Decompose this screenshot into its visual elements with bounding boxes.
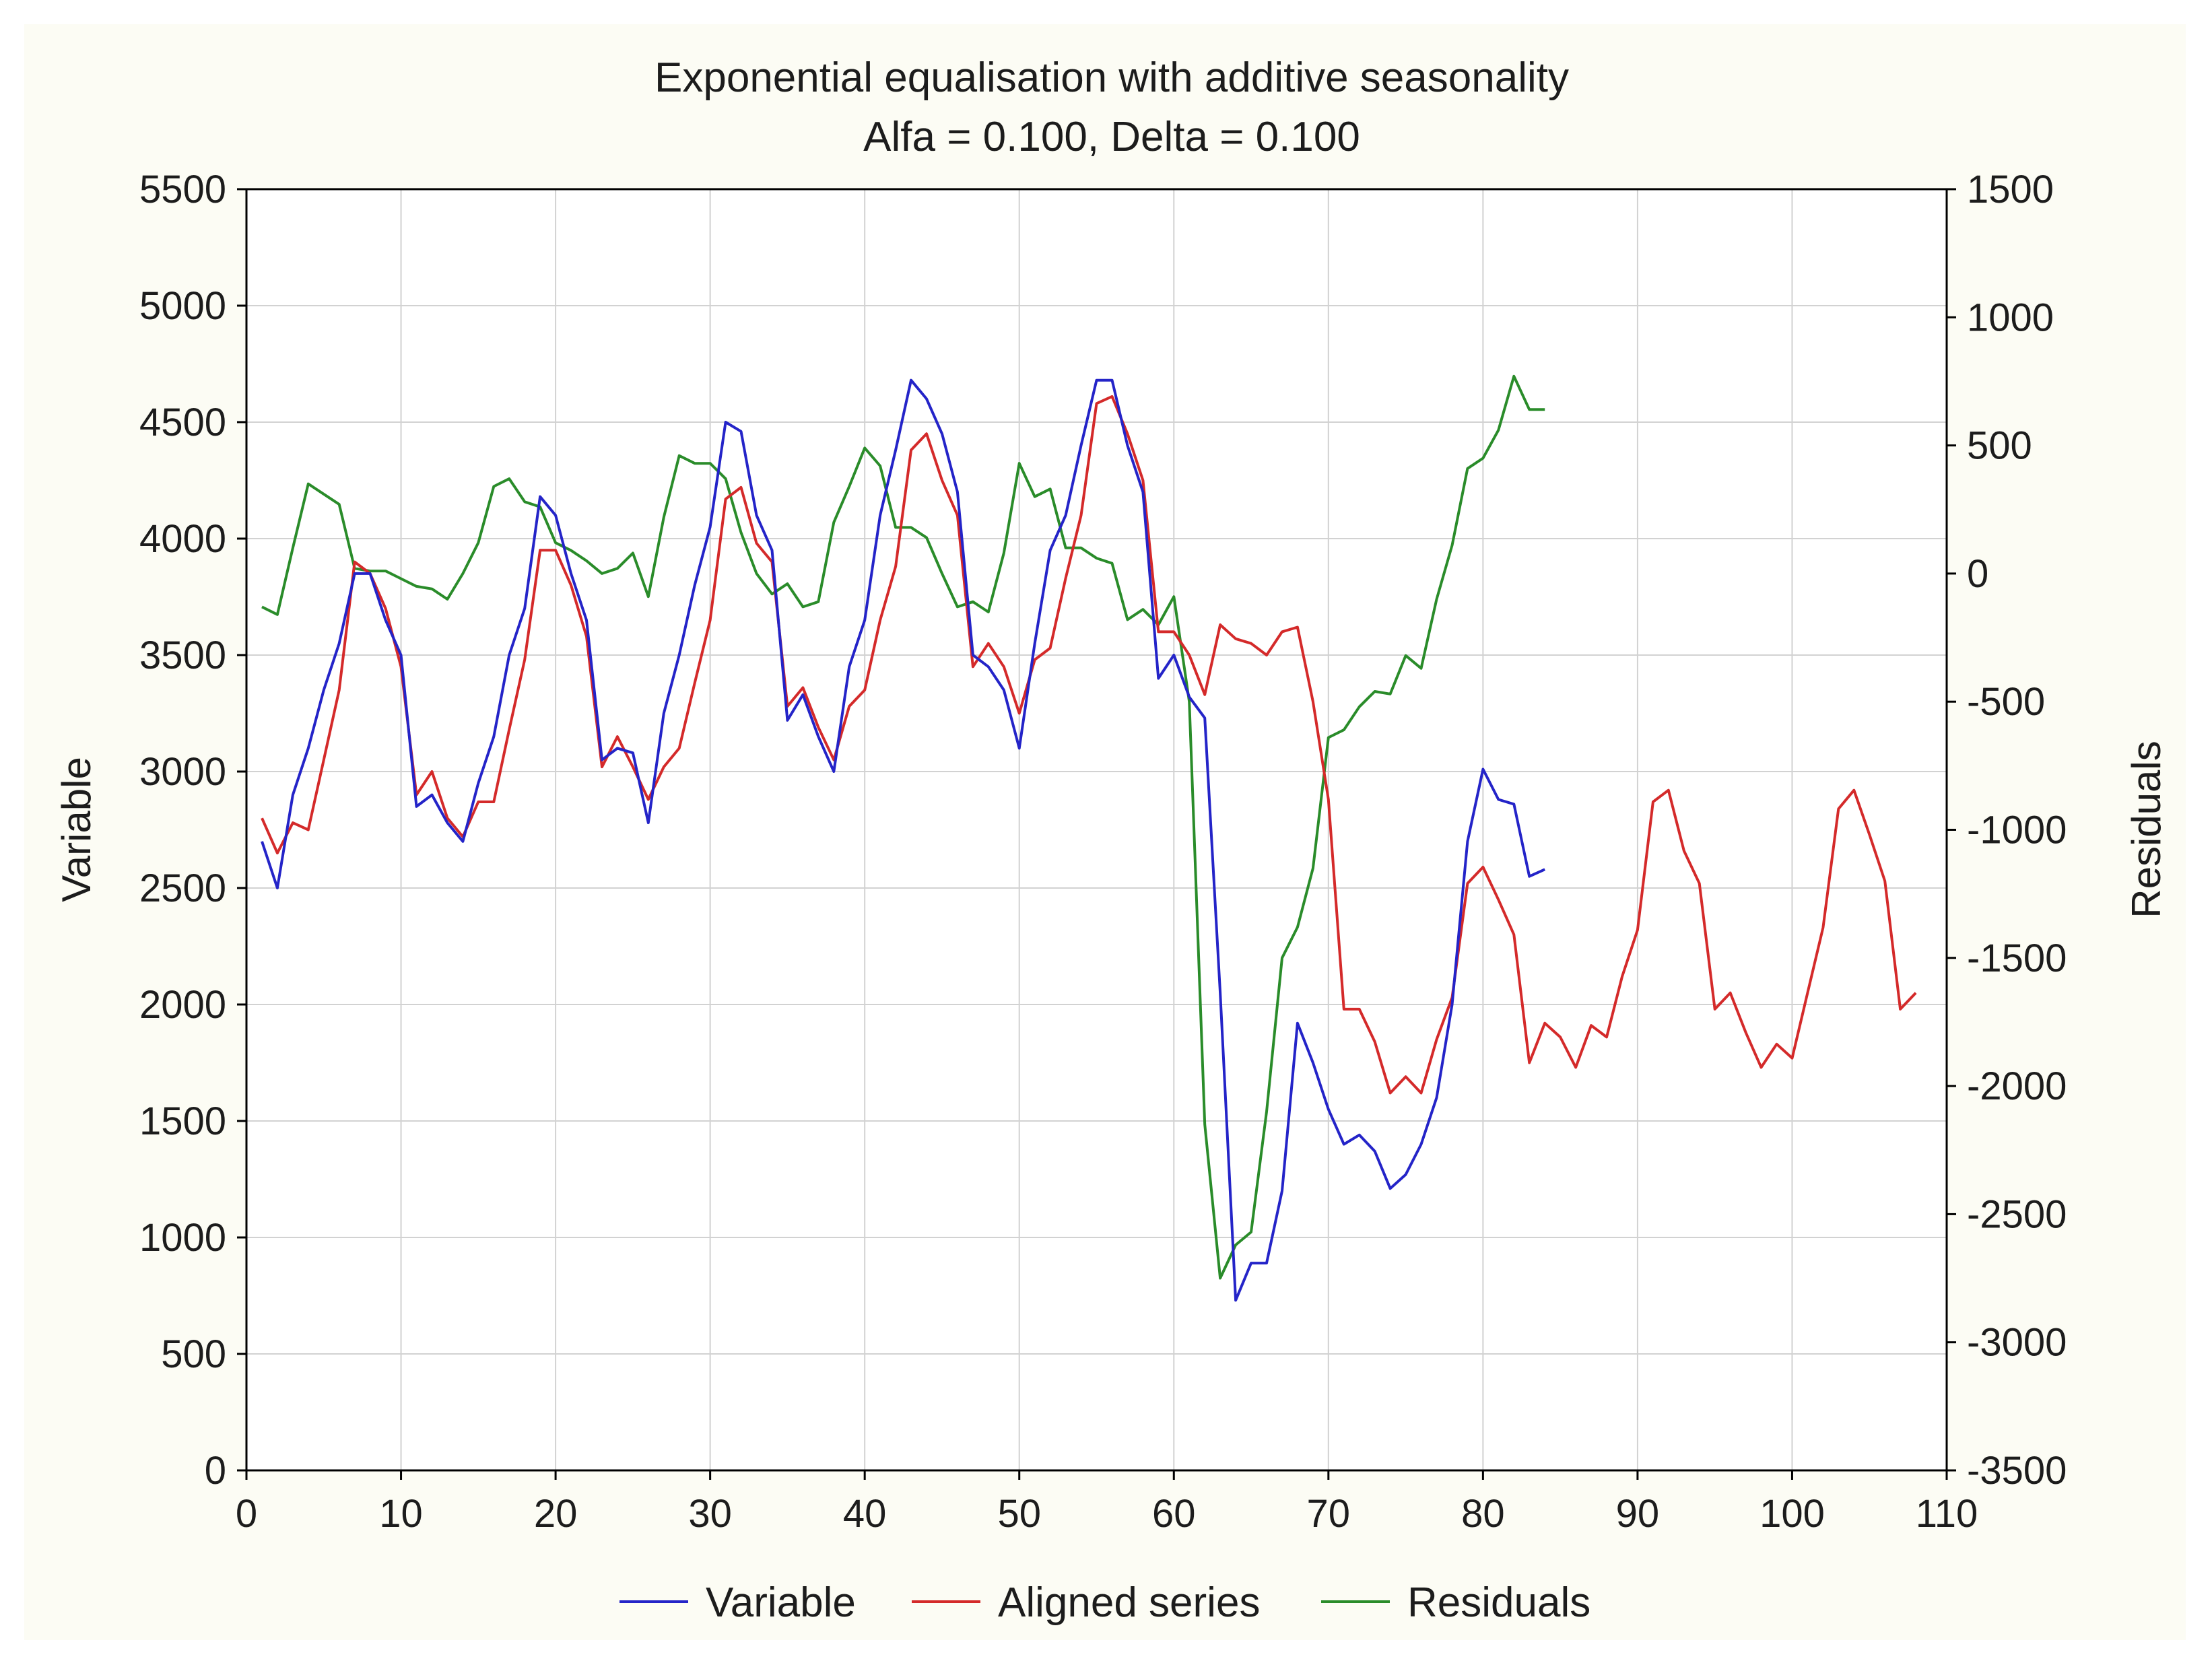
y-left-axis-title: Variable <box>54 757 99 902</box>
grid-vertical <box>246 189 1947 1470</box>
y-right-tick-label: -3000 <box>1967 1321 2067 1365</box>
y-left-tick-label: 5500 <box>139 168 226 211</box>
y-right-tick-label: -500 <box>1967 680 2045 724</box>
y-left-tick-label: 3500 <box>139 634 226 677</box>
x-tick-label: 50 <box>997 1492 1041 1536</box>
y-right-tick-label: 0 <box>1967 552 1988 596</box>
y-right-tick-label: -2500 <box>1967 1192 2067 1236</box>
legend: Variable Aligned series Residuals <box>619 1579 1590 1626</box>
x-tick-label: 40 <box>843 1492 887 1536</box>
x-tick-label: 30 <box>688 1492 732 1536</box>
y-right-tick-label: -2000 <box>1967 1064 2067 1108</box>
legend-label-residuals: Residuals <box>1407 1579 1590 1626</box>
x-tick-label: 0 <box>236 1492 257 1536</box>
x-tick-label: 70 <box>1307 1492 1351 1536</box>
legend-label-aligned-series: Aligned series <box>998 1579 1260 1626</box>
y-left-tick-label: 2500 <box>139 866 226 910</box>
y-right-axis-title: Residuals <box>2124 741 2169 918</box>
chart-svg: Exponential equalisation with additive s… <box>54 55 2169 1626</box>
x-tick-label: 110 <box>1916 1492 1978 1536</box>
x-tick-label: 100 <box>1759 1492 1825 1536</box>
series-layer <box>261 374 1917 1302</box>
y-left-tick-label: 3000 <box>139 750 226 794</box>
y-right-tick-label: 1000 <box>1967 296 2054 339</box>
y-left-tick-label: 500 <box>161 1332 226 1376</box>
y-left-axis-ticks: 0 500 1000 1500 2000 2500 3000 3500 4000 4500 5000… <box>139 168 246 1493</box>
series-line-aligned-series <box>261 395 1917 1095</box>
series-line-variable <box>261 378 1546 1302</box>
x-tick-label: 10 <box>379 1492 423 1536</box>
x-tick-label: 60 <box>1152 1492 1196 1536</box>
y-right-tick-label: 1500 <box>1967 168 2054 211</box>
x-tick-label: 90 <box>1616 1492 1660 1536</box>
chart-title: Exponential equalisation with additive s… <box>655 55 1569 101</box>
chart-subtitle: Alfa = 0.100, Delta = 0.100 <box>863 114 1360 160</box>
y-right-tick-label: -1500 <box>1967 936 2067 980</box>
y-right-tick-label: 500 <box>1967 424 2032 468</box>
legend-label-variable: Variable <box>706 1579 856 1626</box>
y-left-tick-label: 0 <box>205 1449 226 1493</box>
series-line-residuals <box>261 374 1545 1280</box>
y-left-tick-label: 5000 <box>139 284 226 328</box>
y-left-tick-label: 1500 <box>139 1099 226 1143</box>
y-left-tick-label: 2000 <box>139 983 226 1027</box>
x-axis-ticks: 0 10 20 30 40 50 60 70 80 90 100 110 <box>236 1470 1978 1536</box>
y-right-tick-label: -3500 <box>1967 1449 2067 1493</box>
y-left-tick-label: 4500 <box>139 401 226 444</box>
y-right-tick-label: -1000 <box>1967 809 2067 852</box>
x-tick-label: 80 <box>1461 1492 1505 1536</box>
y-left-tick-label: 1000 <box>139 1216 226 1260</box>
y-right-axis-ticks: -3500 -3000 -2500 -2000 -1500 -1000 -500 0 500 10… <box>1947 168 2067 1493</box>
y-left-tick-label: 4000 <box>139 517 226 561</box>
chart-frame: Exponential equalisation with additive s… <box>24 24 2186 1640</box>
x-tick-label: 20 <box>534 1492 578 1536</box>
